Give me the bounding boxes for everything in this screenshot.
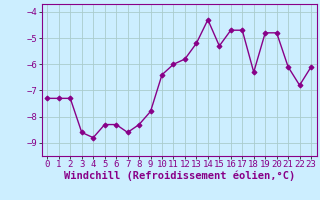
X-axis label: Windchill (Refroidissement éolien,°C): Windchill (Refroidissement éolien,°C) bbox=[64, 171, 295, 181]
